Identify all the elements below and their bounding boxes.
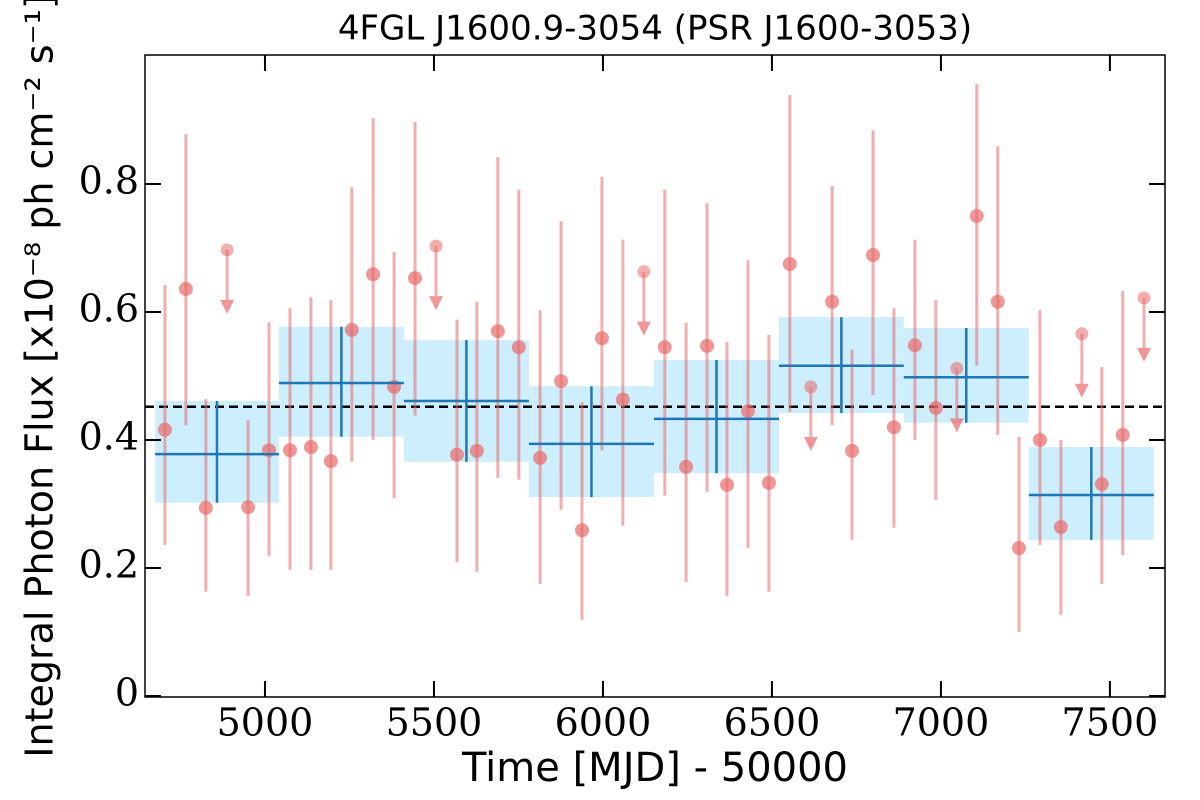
flux-point <box>1094 477 1109 492</box>
upper-limit-arrow <box>1074 383 1089 398</box>
flux-point <box>511 340 526 355</box>
upper-limit-point <box>1137 291 1151 305</box>
upper-limit-arrow <box>1137 347 1152 362</box>
chart-title: 4FGL J1600.9-3054 (PSR J1600-3053) <box>338 9 972 49</box>
flux-point <box>178 281 193 296</box>
x-tick-label: 7000 <box>893 701 990 745</box>
upper-limit-arrow <box>428 296 443 311</box>
flux-point <box>303 440 318 455</box>
flux-point <box>241 500 256 515</box>
y-tick-label: 0.4 <box>79 415 139 459</box>
flux-point <box>344 322 359 337</box>
flux-point <box>282 443 297 458</box>
flux-point <box>1115 427 1130 442</box>
x-tick-label: 7500 <box>1062 701 1159 745</box>
y-axis-label: Integral Photon Flux [x10⁻⁸ ph cm⁻² s⁻¹] <box>18 0 62 758</box>
flux-point <box>825 294 840 309</box>
x-tick-label: 6500 <box>724 701 821 745</box>
y-tick-label: 0.8 <box>79 159 139 203</box>
flux-point <box>408 271 423 286</box>
flux-point <box>679 459 694 474</box>
flux-point <box>490 324 505 339</box>
flux-point <box>907 338 922 353</box>
flux-point <box>719 477 734 492</box>
flux-point <box>554 374 569 389</box>
flux-point <box>657 340 672 355</box>
flux-point <box>865 248 880 263</box>
flux-point <box>700 338 715 353</box>
upper-limit-point <box>429 239 443 253</box>
x-tick-label: 5500 <box>386 701 483 745</box>
x-tick-label: 6000 <box>555 701 652 745</box>
flux-point <box>1053 520 1068 535</box>
flux-point <box>845 443 860 458</box>
flux-point <box>157 422 172 437</box>
y-tick-label: 0.2 <box>79 543 139 587</box>
upper-limit-arrow <box>949 418 964 433</box>
flux-point <box>449 447 464 462</box>
y-tick-label: 0.6 <box>79 287 139 331</box>
upper-limit-point <box>637 265 651 279</box>
plot-frame <box>144 54 1166 698</box>
flux-point <box>990 294 1005 309</box>
flux-point <box>928 401 943 415</box>
upper-limit-arrow <box>803 436 818 451</box>
upper-limit-point <box>220 243 234 257</box>
upper-limit-arrow <box>636 321 651 336</box>
x-axis-label: Time [MJD] - 50000 <box>461 745 848 791</box>
flux-point <box>366 267 381 282</box>
x-tick-label: 5000 <box>217 701 314 745</box>
flux-point <box>740 404 755 419</box>
flux-point <box>469 443 484 458</box>
flux-point <box>574 523 589 538</box>
y-tick-label: 0 <box>115 671 139 715</box>
flux-point <box>782 257 797 271</box>
flux-point <box>969 209 984 223</box>
flux-point <box>1011 541 1026 556</box>
flux-point <box>594 331 609 346</box>
flux-point <box>323 454 338 469</box>
flux-point <box>761 475 776 490</box>
upper-limit-point <box>1075 327 1089 341</box>
flux-point <box>198 500 213 515</box>
flux-point <box>886 420 901 435</box>
upper-limit-point <box>950 361 964 375</box>
flux-point <box>533 450 548 465</box>
flux-point <box>1032 433 1047 447</box>
flux-point <box>615 392 630 407</box>
upper-limit-point <box>804 380 818 394</box>
upper-limit-arrow <box>220 299 235 314</box>
